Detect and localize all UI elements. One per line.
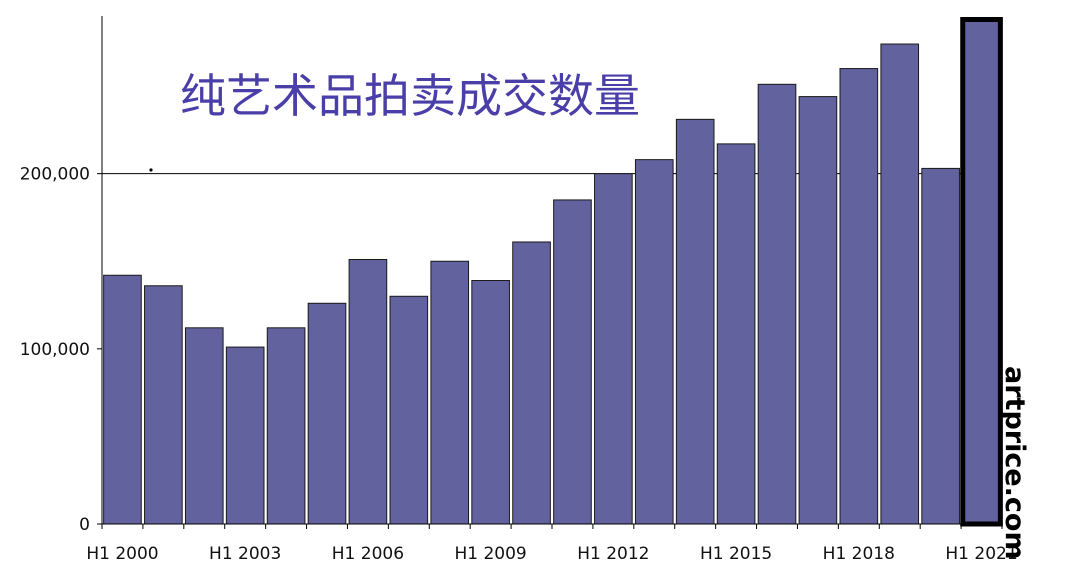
bar-h1-2004	[266, 327, 306, 525]
x-tick-label: H1 2000	[86, 544, 158, 564]
x-tick-label: H1 2015	[700, 544, 772, 564]
y-tick-label: 100,000	[20, 340, 90, 360]
stray-dot	[149, 168, 153, 172]
x-tick-label: H1 2006	[332, 544, 404, 564]
bar-h1-2006	[348, 258, 388, 525]
x-tick-label: H1 2012	[577, 544, 649, 564]
bar-h1-2013	[634, 159, 674, 525]
chart-title: 纯艺术品拍卖成交数量	[180, 69, 640, 123]
bar-h1-2021	[960, 17, 1003, 527]
bar-h1-2009	[471, 280, 510, 525]
bar-h1-2011	[553, 199, 592, 525]
bar-h1-2014	[675, 118, 715, 525]
bar-h1-2017	[798, 96, 838, 525]
bar-h1-2005	[307, 302, 347, 525]
x-ticks: H1 2000 H1 2003 H1 2006 H1 2009 H1 2012 H1 20…	[86, 524, 1018, 564]
x-tick-label: H1 2009	[454, 544, 526, 564]
y-tick-label: 200,000	[20, 165, 90, 185]
x-tick-label: H1 2003	[209, 544, 281, 564]
bar-h1-2020	[921, 167, 960, 525]
y-ticks: 0 100,000 200,000	[20, 165, 102, 535]
bar-h1-2018	[839, 68, 879, 525]
bar-h1-2007	[389, 295, 429, 525]
bar-h1-2002	[184, 327, 224, 525]
brand-watermark: artprice.com	[999, 366, 1030, 560]
bar-h1-2010	[512, 241, 551, 525]
bars	[103, 17, 1003, 527]
bar-h1-2003	[225, 346, 265, 525]
bar-h1-2012	[594, 173, 633, 525]
bar-h1-2019	[880, 43, 920, 525]
x-tick-label: H1 2018	[823, 544, 895, 564]
bar-h1-2016	[757, 83, 797, 525]
y-tick-label: 0	[79, 515, 90, 535]
bar-h1-2015	[716, 143, 756, 525]
bar-h1-2001	[144, 285, 183, 525]
bar-h1-2008	[430, 260, 470, 525]
bar-h1-2000	[103, 274, 142, 525]
x-tick-label: H1 2021	[945, 544, 1017, 564]
